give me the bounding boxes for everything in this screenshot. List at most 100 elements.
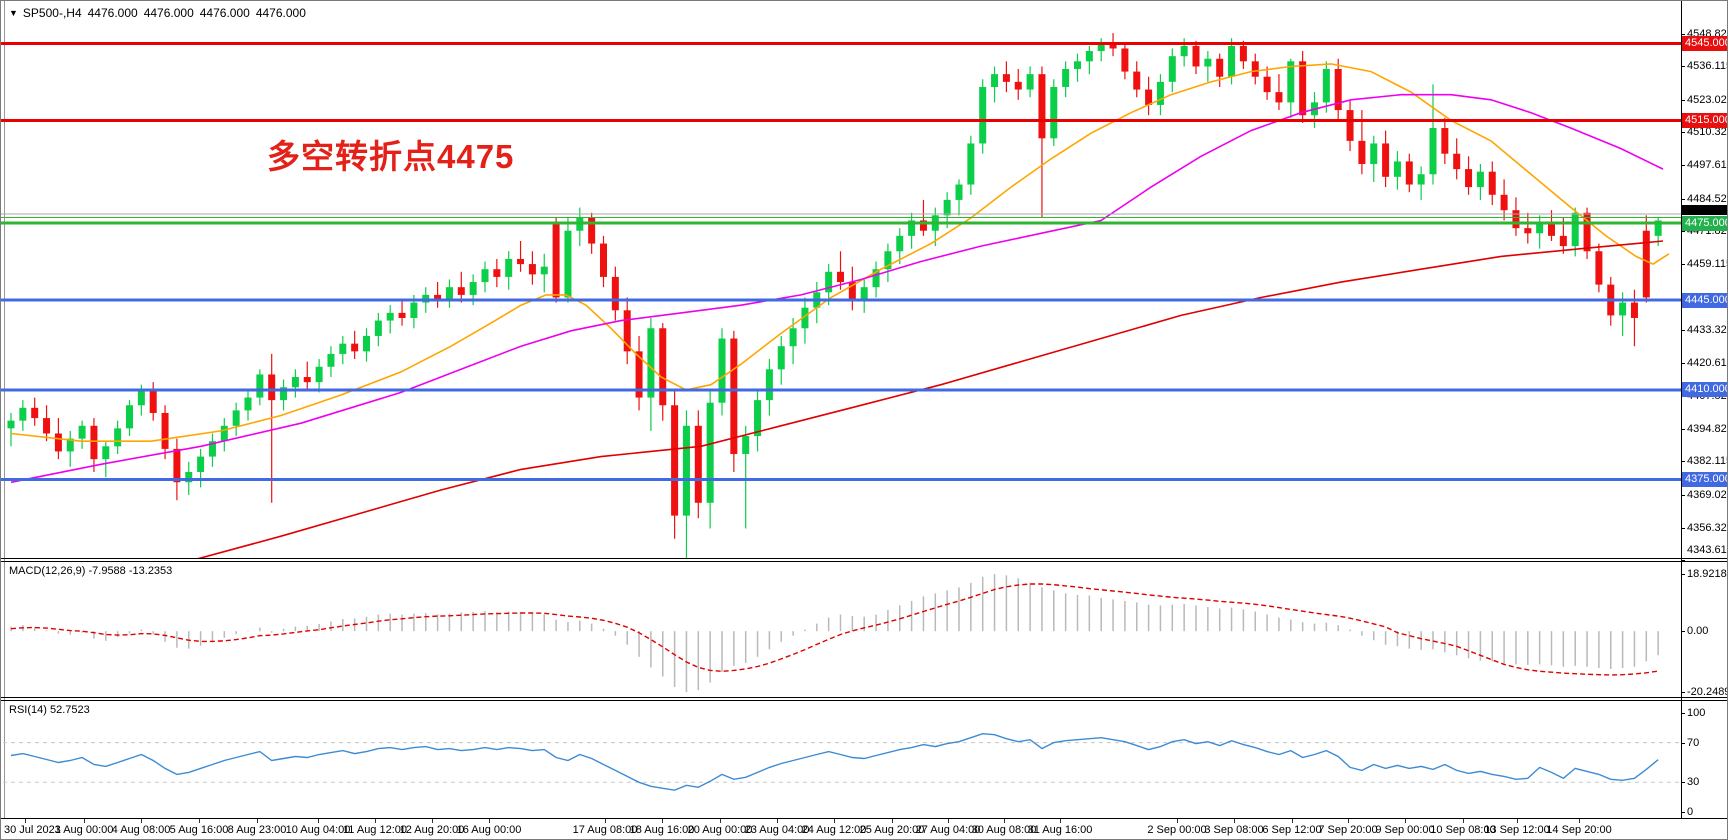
bear-candle bbox=[1512, 210, 1520, 229]
time-axis-label: 5 Aug 16:00 bbox=[169, 824, 229, 836]
time-axis-tick bbox=[605, 819, 606, 823]
bull-candle bbox=[185, 471, 193, 483]
price-axis-label: 4369.025 bbox=[1687, 489, 1727, 502]
panel-separator[interactable] bbox=[1, 697, 1727, 698]
bull-candle bbox=[1228, 45, 1236, 77]
bull-candle bbox=[943, 199, 951, 216]
rsi-panel-chart[interactable] bbox=[1, 701, 1681, 818]
time-axis-label: 8 Aug 23:00 bbox=[227, 824, 287, 836]
time-axis-label: 31 Aug 16:00 bbox=[1027, 824, 1093, 836]
rsi-axis-label: 0 bbox=[1687, 806, 1694, 819]
bull-candle bbox=[1156, 81, 1164, 105]
bull-candle bbox=[7, 420, 15, 429]
bear-candle bbox=[1346, 110, 1354, 141]
symbol-collapse-icon[interactable]: ▼ bbox=[9, 8, 18, 18]
bull-candle bbox=[1370, 143, 1378, 164]
bull-candle bbox=[682, 425, 690, 516]
bull-candle bbox=[339, 343, 347, 354]
bull-candle bbox=[256, 374, 264, 398]
bear-candle bbox=[611, 276, 619, 311]
price-axis-label: 4497.615 bbox=[1687, 158, 1727, 171]
time-axis-label: 27 Aug 04:00 bbox=[915, 824, 981, 836]
bull-candle bbox=[291, 377, 299, 388]
bear-candle bbox=[694, 425, 702, 503]
rsi-axis-label: 30 bbox=[1687, 776, 1700, 789]
time-axis-tick bbox=[1004, 819, 1005, 823]
macd-panel-chart[interactable] bbox=[1, 562, 1681, 697]
bull-candle bbox=[967, 143, 975, 185]
bull-candle bbox=[232, 410, 240, 426]
bear-candle bbox=[351, 343, 359, 352]
bear-candle bbox=[1109, 43, 1117, 49]
bear-candle bbox=[1500, 194, 1508, 211]
bull-candle bbox=[114, 428, 122, 447]
bull-candle bbox=[1619, 302, 1627, 316]
bear-candle bbox=[1488, 171, 1496, 195]
time-axis-tick bbox=[318, 819, 319, 823]
time-axis-tick bbox=[834, 819, 835, 823]
time-axis-tick bbox=[84, 819, 85, 823]
main-price-chart[interactable] bbox=[1, 1, 1681, 559]
rsi-title-line: RSI(14) 52.7523 bbox=[9, 704, 90, 716]
bear-candle bbox=[600, 243, 607, 277]
bear-candle bbox=[1251, 61, 1259, 77]
bear-candle bbox=[493, 269, 501, 277]
bull-candle bbox=[1287, 61, 1295, 103]
rsi-axis-tick bbox=[1681, 742, 1685, 744]
time-axis-tick bbox=[1348, 819, 1349, 823]
bear-candle bbox=[659, 328, 667, 406]
panel-separator[interactable] bbox=[1, 561, 1727, 562]
time-axis-tick bbox=[720, 819, 721, 823]
panel-separator[interactable] bbox=[1, 700, 1727, 701]
bear-candle bbox=[1630, 302, 1638, 318]
price-axis-tick bbox=[1681, 329, 1685, 331]
bull-candle bbox=[908, 220, 916, 236]
bull-candle bbox=[363, 335, 370, 352]
rsi-value: 52.7523 bbox=[49, 704, 90, 716]
time-axis-label: 9 Sep 00:00 bbox=[1375, 824, 1435, 836]
bull-candle bbox=[1429, 128, 1437, 175]
bull-candle bbox=[102, 446, 110, 460]
bear-candle bbox=[1002, 74, 1010, 82]
bear-candle bbox=[1465, 169, 1473, 188]
time-axis-tick bbox=[1060, 819, 1061, 823]
quote-close: 4476.000 bbox=[255, 6, 306, 20]
bear-candle bbox=[303, 377, 311, 383]
bear-candle bbox=[848, 282, 856, 301]
rsi-axis-tick bbox=[1681, 812, 1685, 814]
macd-signal-line bbox=[10, 583, 1659, 676]
price-axis-tick bbox=[1681, 560, 1685, 562]
time-axis-tick bbox=[141, 819, 142, 823]
panel-separator[interactable] bbox=[1, 558, 1727, 559]
bull-candle bbox=[208, 441, 216, 457]
rsi-axis-label: 70 bbox=[1687, 736, 1700, 749]
time-axis-tick bbox=[25, 819, 26, 823]
bull-candle bbox=[789, 328, 797, 347]
bear-candle bbox=[173, 448, 181, 483]
bull-candle bbox=[1097, 43, 1105, 52]
bull-candle bbox=[197, 456, 205, 472]
price-axis-label: 4420.615 bbox=[1687, 356, 1727, 369]
bear-candle bbox=[1548, 223, 1555, 236]
price-axis-border bbox=[1681, 1, 1682, 819]
time-axis-label: 14 Sep 20:00 bbox=[1546, 824, 1612, 836]
bull-candle bbox=[137, 389, 145, 406]
time-axis-label: 11 Aug 12:00 bbox=[342, 824, 408, 836]
symbol-label: SP500-,H4 bbox=[22, 6, 82, 20]
bull-candle bbox=[220, 425, 228, 442]
price-level-badge: 4515.000 bbox=[1682, 112, 1727, 128]
bear-candle bbox=[1524, 228, 1532, 234]
price-axis-label: 4343.615 bbox=[1687, 544, 1727, 556]
bear-candle bbox=[1014, 81, 1022, 90]
bear-candle bbox=[457, 287, 465, 295]
time-axis-label: 2 Sep 00:00 bbox=[1147, 824, 1207, 836]
bull-candle bbox=[244, 397, 252, 411]
macd-title-line: MACD(12,26,9) -7.9588 -13.2353 bbox=[9, 565, 172, 577]
time-axis-tick bbox=[777, 819, 778, 823]
bear-candle bbox=[1121, 48, 1129, 72]
bull-candle bbox=[765, 369, 773, 401]
time-axis-tick bbox=[257, 819, 258, 823]
rsi-axis-tick bbox=[1681, 782, 1685, 784]
ma-line-medium bbox=[10, 93, 1664, 484]
price-axis-label: 4356.320 bbox=[1687, 521, 1727, 534]
